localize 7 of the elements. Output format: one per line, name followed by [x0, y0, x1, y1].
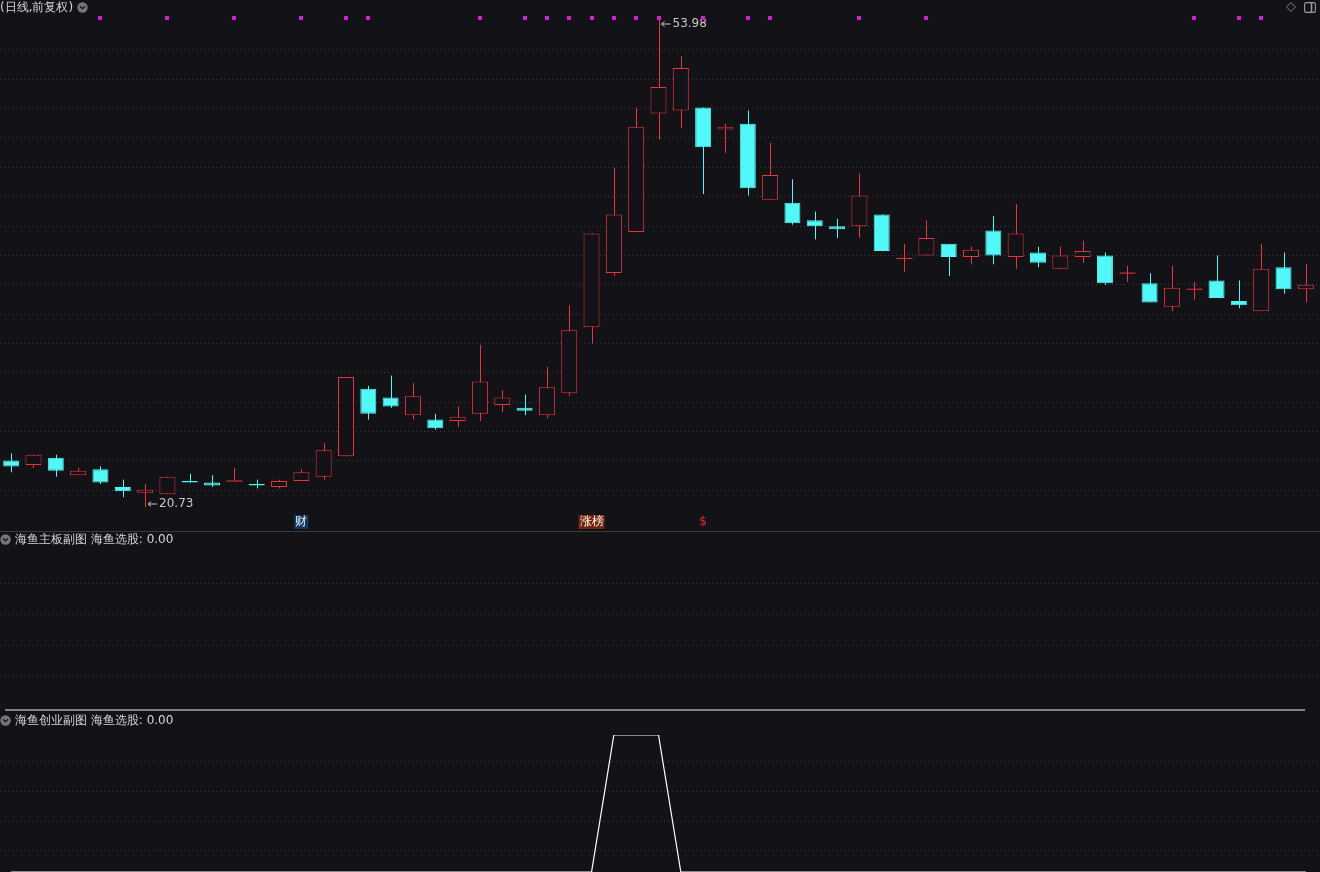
chart-title: (日线,前复权)	[0, 0, 74, 14]
text: 海鱼主板副图 海鱼选股: 0.00	[15, 532, 174, 546]
text: $	[699, 514, 707, 529]
chart-title: 海鱼创业副图 海鱼选股: 0.00	[15, 713, 174, 727]
text: 财	[295, 514, 308, 529]
annotation: 20.73	[159, 496, 194, 511]
text: 涨榜	[579, 514, 604, 529]
